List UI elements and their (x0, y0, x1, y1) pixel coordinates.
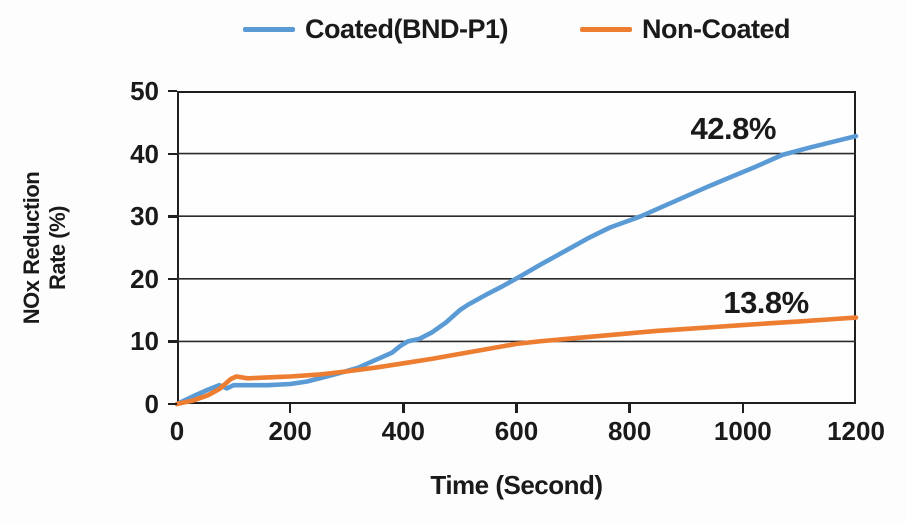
y-tick-mark-20 (168, 277, 177, 281)
x-tick-mark-1000 (741, 404, 745, 413)
annotation-label-1: 13.8% (723, 285, 809, 321)
legend-label-coated: Coated(BND-P1) (305, 13, 509, 44)
legend-item-non-coated: Non-Coated (580, 14, 790, 45)
x-axis-title: Time (Second) (430, 470, 603, 500)
y-tick-mark-50 (168, 90, 177, 93)
x-tick-label-0: 0 (169, 416, 185, 446)
x-tick-mark-200 (288, 404, 292, 413)
legend-item-coated: Coated(BND-P1) (243, 13, 509, 45)
y-tick-label-50: 50 (130, 76, 159, 106)
legend: Coated(BND-P1) Non-Coated (177, 8, 856, 50)
series-line-coated-bnd-p1 (174, 133, 858, 406)
y-tick-mark-40 (168, 152, 177, 155)
y-tick-mark-10 (168, 340, 177, 343)
y-tick-label-0: 0 (144, 389, 159, 419)
y-axis-title-line1: NOx Reduction (19, 171, 44, 325)
y-tick-label-20: 20 (130, 263, 159, 294)
x-tick-mark-600 (515, 404, 518, 413)
x-tick-label-400: 400 (381, 416, 426, 446)
y-tick-label-40: 40 (130, 138, 159, 169)
legend-line-coated-icon (243, 26, 295, 32)
annotation-label-0: 42.8% (690, 110, 777, 146)
y-tick-mark-30 (168, 215, 177, 218)
legend-line-non-coated-icon (580, 26, 633, 32)
x-tick-label-1200: 1200 (827, 416, 885, 446)
y-tick-label-10: 10 (130, 326, 159, 357)
legend-label-non-coated: Non-Coated (642, 13, 790, 44)
y-tick-mark-0 (168, 403, 177, 406)
y-tick-label-30: 30 (130, 201, 159, 232)
x-tick-label-600: 600 (494, 416, 539, 446)
x-tick-mark-400 (402, 404, 405, 413)
series-line-non-coated (174, 314, 858, 406)
x-tick-mark-800 (628, 404, 631, 413)
y-axis-title: NOx Reduction Rate (%) (19, 87, 77, 409)
y-axis-title-line2: Rate (%) (45, 206, 70, 291)
x-tick-label-200: 200 (268, 416, 312, 446)
chart-svg (174, 133, 858, 406)
x-tick-label-800: 800 (607, 416, 652, 446)
plot-area (174, 91, 858, 406)
x-tick-label-1000: 1000 (713, 416, 772, 446)
